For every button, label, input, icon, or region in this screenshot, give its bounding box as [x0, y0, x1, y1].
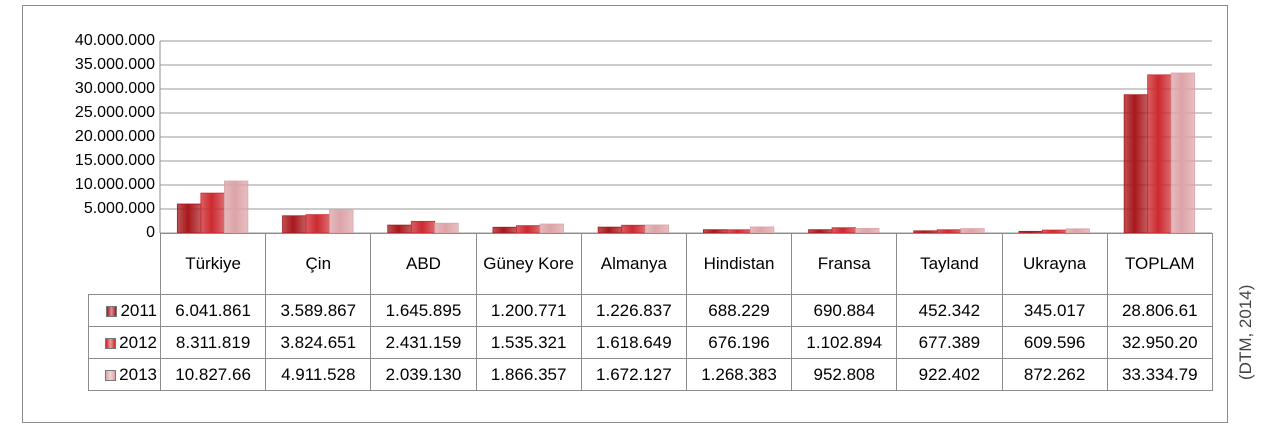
bar — [960, 228, 985, 234]
x-tick-label: Almanya — [580, 233, 687, 295]
data-label: 8.311.819 — [159, 326, 267, 359]
data-label: 609.596 — [1001, 326, 1108, 359]
bar — [621, 224, 646, 234]
bar — [1123, 94, 1149, 234]
data-label: 1.200.771 — [475, 294, 582, 327]
y-tick-label: 0 — [146, 224, 155, 241]
table-row: 2011 6.041.861 3.589.867 1.645.895 1.200.771… — [88, 294, 1213, 327]
x-tick-label: Fransa — [791, 233, 898, 295]
data-label: 452.342 — [896, 294, 1003, 327]
source-note: (DTM, 2014) — [1236, 284, 1255, 380]
legend-label: 2011 — [120, 300, 157, 320]
legend-label: 2013 — [119, 364, 157, 384]
chart-frame — [22, 5, 1228, 423]
table-header-row: Türkiye Çin ABD Güney Kore Almanya Hindistan F… — [89, 233, 1213, 295]
bar — [644, 224, 670, 234]
x-tick-label: ABD — [370, 233, 477, 295]
legend-swatch — [105, 369, 117, 381]
bar — [1170, 72, 1196, 234]
data-label: 952.808 — [791, 358, 898, 391]
bar — [410, 220, 436, 234]
data-label: 1.535.321 — [475, 326, 582, 359]
legend-label: 2012 — [119, 332, 157, 352]
data-label: 3.824.651 — [265, 326, 372, 359]
y-tick-label: 20.000.000 — [75, 128, 155, 145]
x-tick-label: Türkiye — [159, 233, 267, 295]
table-corner — [89, 234, 161, 295]
bar — [176, 203, 202, 234]
table-row: 2012 8.311.819 3.824.651 2.431.159 1.535.321… — [88, 326, 1213, 359]
data-label: 677.389 — [896, 326, 1003, 359]
data-label: 4.911.528 — [265, 358, 372, 391]
data-label: 676.196 — [685, 326, 793, 359]
bar — [329, 209, 354, 234]
data-label: 1.618.649 — [580, 326, 687, 359]
legend-swatch — [105, 337, 117, 349]
data-label: 6.041.861 — [159, 294, 267, 327]
y-tick-label: 5.000.000 — [84, 200, 155, 217]
data-label: 688.229 — [685, 294, 793, 327]
bar — [434, 222, 459, 234]
data-label: 28.806.61 — [1106, 294, 1213, 327]
x-tick-label: Hindistan — [685, 233, 793, 295]
bar — [387, 224, 412, 234]
data-label: 1.268.383 — [685, 358, 793, 391]
data-label: 1.226.837 — [580, 294, 687, 327]
bar — [223, 180, 249, 234]
y-tick-label: 10.000.000 — [75, 176, 155, 193]
bar — [539, 223, 564, 234]
legend-swatch — [106, 305, 118, 317]
x-tick-label: Tayland — [896, 233, 1003, 295]
x-tick-label: TOPLAM — [1106, 233, 1213, 295]
data-label: 10.827.66 — [159, 358, 267, 391]
y-tick-label: 40.000.000 — [75, 32, 155, 49]
y-tick-label: 35.000.000 — [75, 56, 155, 73]
data-label: 1.102.894 — [791, 326, 898, 359]
data-label: 345.017 — [1001, 294, 1108, 327]
data-label: 690.884 — [791, 294, 898, 327]
bar — [200, 192, 225, 234]
legend-entry: 2012 — [88, 326, 161, 359]
data-label: 1.672.127 — [580, 358, 687, 391]
bar — [1147, 74, 1172, 234]
y-tick-label: 25.000.000 — [75, 104, 155, 121]
data-label: 1.645.895 — [370, 294, 477, 327]
data-label: 922.402 — [896, 358, 1003, 391]
bar — [1065, 228, 1090, 234]
x-tick-label: Çin — [265, 233, 372, 295]
data-label: 2.431.159 — [370, 326, 477, 359]
legend-entry: 2013 — [88, 358, 161, 391]
data-label: 32.950.20 — [1106, 326, 1213, 359]
bar — [749, 226, 775, 234]
data-label: 33.334.79 — [1106, 358, 1213, 391]
data-label: 1.866.357 — [475, 358, 582, 391]
data-label: 2.039.130 — [370, 358, 477, 391]
data-label: 872.262 — [1001, 358, 1108, 391]
data-table: Türkiye Çin ABD Güney Kore Almanya Hindistan F… — [88, 233, 1213, 391]
x-tick-label: Ukrayna — [1001, 233, 1108, 295]
x-tick-label: Güney Kore — [475, 233, 582, 295]
y-tick-label: 30.000.000 — [75, 80, 155, 97]
bar — [516, 225, 541, 234]
y-tick-label: 15.000.000 — [75, 152, 155, 169]
table-row: 2013 10.827.66 4.911.528 2.039.130 1.866.357… — [88, 358, 1213, 391]
data-label: 3.589.867 — [265, 294, 372, 327]
legend-entry: 2011 — [88, 294, 161, 327]
bar — [305, 214, 330, 234]
bar — [282, 215, 307, 234]
